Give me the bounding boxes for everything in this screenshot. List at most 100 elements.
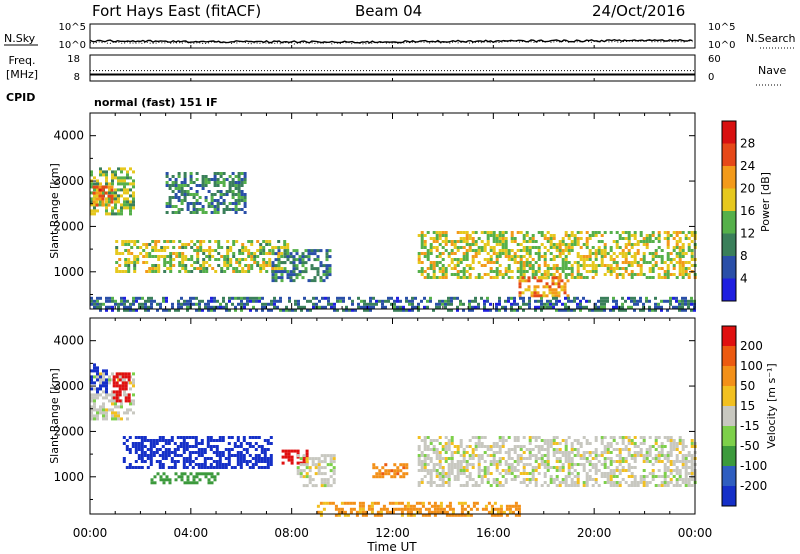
power-echo-cell xyxy=(474,305,477,309)
power-echo-cell xyxy=(99,203,102,207)
velocity-echo-cell xyxy=(394,507,398,511)
power-echo-cell xyxy=(651,270,655,273)
power-echo-cell xyxy=(231,302,234,306)
power-echo-cell xyxy=(597,231,601,234)
power-echo-cell xyxy=(633,252,637,255)
velocity-echo-cell xyxy=(579,454,583,457)
power-echo-cell xyxy=(567,299,570,303)
power-echo-cell xyxy=(627,252,631,255)
velocity-echo-cell xyxy=(93,414,96,418)
power-echo-cell xyxy=(507,252,511,255)
power-echo-cell xyxy=(645,243,649,246)
velocity-echo-cell xyxy=(417,469,421,472)
velocity-echo-cell xyxy=(146,466,150,469)
velocity-echo-cell xyxy=(450,436,454,439)
power-echo-cell xyxy=(456,231,460,234)
power-echo-cell xyxy=(522,246,526,249)
velocity-echo-cell xyxy=(588,478,592,481)
power-echo-cell xyxy=(651,252,655,255)
power-echo-cell xyxy=(597,264,601,267)
power-echo-cell xyxy=(249,296,252,300)
velocity-echo-cell xyxy=(99,408,102,412)
power-echo-cell xyxy=(288,308,291,312)
power-echo-cell xyxy=(432,264,436,267)
velocity-echo-cell xyxy=(441,457,445,460)
velocity-echo-cell xyxy=(439,501,443,505)
power-echo-cell xyxy=(447,252,451,255)
power-echo-cell xyxy=(684,270,688,273)
velocity-echo-cell xyxy=(522,472,526,475)
power-echo-cell xyxy=(189,178,193,181)
velocity-echo-cell xyxy=(463,507,467,511)
velocity-echo-cell xyxy=(534,439,538,442)
power-echo-cell xyxy=(486,308,489,312)
power-echo-cell xyxy=(240,181,244,184)
power-echo-cell xyxy=(594,249,598,252)
velocity-echo-cell xyxy=(355,510,359,514)
power-echo-cell xyxy=(669,299,672,303)
velocity-echo-cell xyxy=(305,452,309,456)
power-echo-cell xyxy=(651,308,654,312)
power-echo-cell xyxy=(533,285,537,289)
velocity-ytick-label: 4000 xyxy=(53,334,84,348)
power-echo-cell xyxy=(624,252,628,255)
power-echo-cell xyxy=(687,267,691,270)
power-echo-cell xyxy=(648,270,652,273)
power-echo-cell xyxy=(429,296,432,300)
velocity-echo-cell xyxy=(269,442,273,445)
power-echo-cell xyxy=(219,302,222,306)
velocity-echo-cell xyxy=(567,454,571,457)
power-echo-cell xyxy=(444,243,448,246)
power-echo-cell xyxy=(274,246,278,249)
power-echo-cell xyxy=(603,264,607,267)
velocity-echo-cell xyxy=(423,436,427,439)
power-echo-cell xyxy=(108,191,111,195)
power-echo-cell xyxy=(444,249,448,252)
power-echo-cell xyxy=(453,273,457,276)
power-echo-cell xyxy=(235,240,239,243)
power-echo-cell xyxy=(561,261,565,264)
power-echo-cell xyxy=(166,255,170,258)
velocity-echo-cell xyxy=(552,451,556,454)
power-echo-cell xyxy=(312,296,315,300)
power-echo-cell xyxy=(124,270,128,273)
velocity-echo-cell xyxy=(570,457,574,460)
velocity-echo-cell xyxy=(558,484,562,487)
power-echo-cell xyxy=(105,182,108,186)
power-echo-cell xyxy=(630,264,634,267)
velocity-echo-cell xyxy=(621,460,625,463)
velocity-echo-cell xyxy=(93,402,96,406)
velocity-echo-cell xyxy=(606,466,610,469)
power-echo-cell xyxy=(567,234,571,237)
power-echo-cell xyxy=(600,264,604,267)
velocity-echo-cell xyxy=(367,507,371,511)
velocity-echo-cell xyxy=(468,475,472,478)
power-echo-cell xyxy=(198,196,202,199)
power-echo-cell xyxy=(105,299,108,303)
velocity-echo-cell xyxy=(459,445,463,448)
power-echo-cell xyxy=(480,264,484,267)
velocity-echo-cell xyxy=(123,411,126,415)
power-echo-cell xyxy=(174,196,178,199)
velocity-echo-cell xyxy=(621,469,625,472)
power-echo-cell xyxy=(627,240,631,243)
power-echo-cell xyxy=(120,170,123,174)
velocity-echo-cell xyxy=(549,478,553,481)
power-echo-cell xyxy=(408,308,411,312)
velocity-echo-cell xyxy=(540,445,544,448)
power-echo-cell xyxy=(684,296,687,300)
velocity-echo-cell xyxy=(621,478,625,481)
power-echo-cell xyxy=(624,299,627,303)
power-echo-cell xyxy=(196,258,200,261)
power-echo-cell xyxy=(507,296,510,300)
power-echo-cell xyxy=(219,172,223,175)
velocity-echo-cell xyxy=(624,469,628,472)
power-echo-cell xyxy=(108,167,111,171)
velocity-echo-cell xyxy=(510,463,514,466)
power-echo-cell xyxy=(510,249,514,252)
power-echo-cell xyxy=(573,237,577,240)
power-echo-cell xyxy=(530,294,534,298)
velocity-echo-cell xyxy=(600,451,604,454)
power-echo-cell xyxy=(615,261,619,264)
velocity-echo-cell xyxy=(546,469,550,472)
